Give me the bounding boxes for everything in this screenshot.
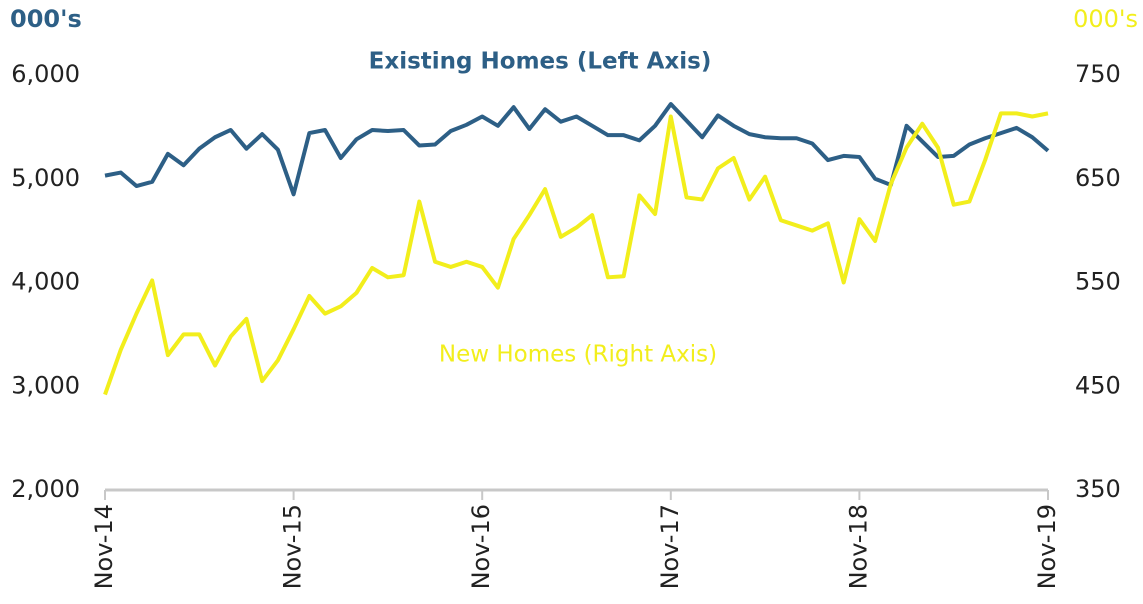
- y2-tick-label: 750: [1075, 60, 1121, 88]
- annotation: New Homes (Right Axis): [439, 342, 717, 368]
- x-tick-label: Nov-14: [90, 504, 118, 589]
- y2-tick-label: 350: [1075, 475, 1121, 503]
- x-tick-label: Nov-16: [467, 504, 495, 589]
- y-tick-label: 3,000: [11, 371, 80, 399]
- x-tick-label: Nov-17: [656, 504, 684, 589]
- annotation: Existing Homes (Left Axis): [369, 49, 712, 75]
- y2-tick-label: 450: [1075, 371, 1121, 399]
- x-tick-label: Nov-19: [1033, 504, 1061, 589]
- x-tick-label: Nov-15: [279, 504, 307, 589]
- y-tick-label: 5,000: [11, 164, 80, 192]
- y-axis-label: 000's: [10, 5, 82, 33]
- line-series: [103, 111, 1049, 396]
- x-tick-label: Nov-18: [844, 504, 872, 589]
- y2-axis-label: 000's: [1073, 5, 1138, 33]
- y-tick-label: 6,000: [11, 60, 80, 88]
- y-tick-label: 4,000: [11, 268, 80, 296]
- y2-tick-label: 650: [1075, 164, 1121, 192]
- y2-tick-label: 550: [1075, 268, 1121, 296]
- y-tick-label: 2,000: [11, 475, 80, 503]
